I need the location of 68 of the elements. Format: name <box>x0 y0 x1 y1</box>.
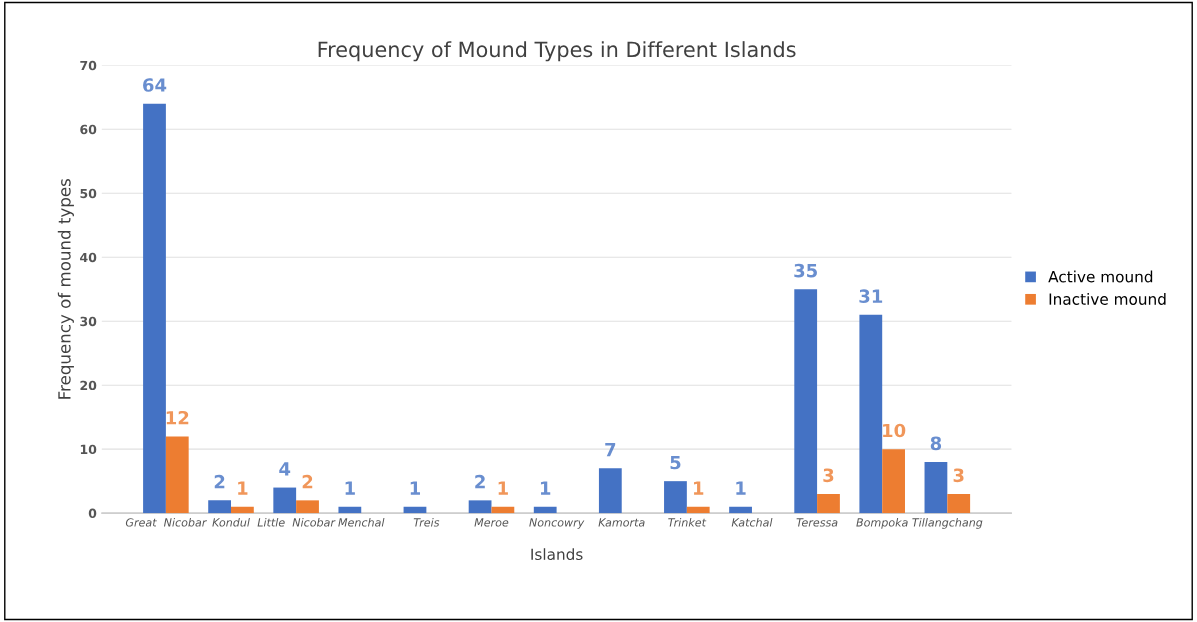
bar <box>729 506 752 514</box>
x-tick-label: Menchal <box>338 518 385 527</box>
data-label: 2 <box>475 474 485 489</box>
y-tick-label: 20 <box>80 380 97 391</box>
data-label: 1 <box>694 481 704 495</box>
bar <box>664 481 687 514</box>
data-label: 1 <box>540 481 551 495</box>
y-tick-label: 50 <box>80 188 97 199</box>
x-tick-label: Katchal <box>731 518 773 527</box>
bar <box>403 506 427 514</box>
legend-label: Inactive mound <box>1049 293 1166 305</box>
data-label: 1 <box>345 481 355 495</box>
data-label: 3 <box>953 468 964 483</box>
x-tick-label: Treis <box>413 518 440 527</box>
chart-title: Frequency of Mound Types in Different Islands <box>318 41 796 62</box>
x-tick-label: Bompoka <box>856 518 908 529</box>
x-tick-label: Great Nicobar <box>125 518 207 527</box>
bar <box>468 500 492 514</box>
data-label: 12 <box>166 410 189 425</box>
data-label: 31 <box>859 289 883 303</box>
bar <box>947 493 971 514</box>
y-tick-label: 70 <box>80 60 97 71</box>
bar <box>338 506 362 514</box>
data-label: 2 <box>214 474 225 489</box>
bar <box>817 493 840 514</box>
data-label: 4 <box>279 462 291 476</box>
y-axis-title: Frequency of mound types <box>57 178 74 399</box>
y-tick-label: 60 <box>80 124 97 135</box>
data-label: 1 <box>238 481 248 495</box>
bar <box>273 487 297 514</box>
data-label: 2 <box>302 474 313 489</box>
legend-label: Active mound <box>1048 270 1153 283</box>
data-label: 5 <box>670 455 681 470</box>
y-tick-label: 30 <box>80 316 97 327</box>
x-tick-label: Tillangchang <box>912 518 983 529</box>
bar <box>143 103 166 514</box>
x-tick-label: Trinket <box>668 518 707 527</box>
data-label: 1 <box>736 481 746 495</box>
x-tick-label: Little Nicobar <box>257 518 336 527</box>
bar <box>231 506 254 514</box>
x-axis-title: Islands <box>531 548 583 561</box>
x-tick-label: Kondul <box>212 518 250 527</box>
bar <box>296 500 319 514</box>
y-tick-label: 40 <box>80 252 97 263</box>
data-label: 1 <box>410 481 421 495</box>
data-label: 1 <box>498 481 508 495</box>
y-tick-label: 0 <box>88 508 97 519</box>
data-label: 3 <box>823 468 834 483</box>
x-tick-label: Meroe <box>474 518 509 527</box>
data-label: 10 <box>883 423 906 438</box>
bar <box>165 436 189 514</box>
bar <box>208 500 232 514</box>
bar <box>859 314 883 514</box>
bar <box>598 468 622 514</box>
data-label: 7 <box>605 443 616 457</box>
data-label: 8 <box>930 436 942 451</box>
bar <box>533 506 557 514</box>
bar <box>794 289 818 514</box>
data-label: 64 <box>143 78 167 92</box>
bar <box>491 506 515 514</box>
x-tick-label: Teressa <box>796 518 838 527</box>
bar <box>686 506 710 514</box>
data-label: 35 <box>794 263 817 278</box>
y-tick-label: 10 <box>80 444 97 455</box>
x-tick-label: Kamorta <box>598 518 645 527</box>
bar <box>882 449 905 514</box>
x-tick-label: Noncowry <box>529 518 585 529</box>
bar <box>924 461 948 514</box>
